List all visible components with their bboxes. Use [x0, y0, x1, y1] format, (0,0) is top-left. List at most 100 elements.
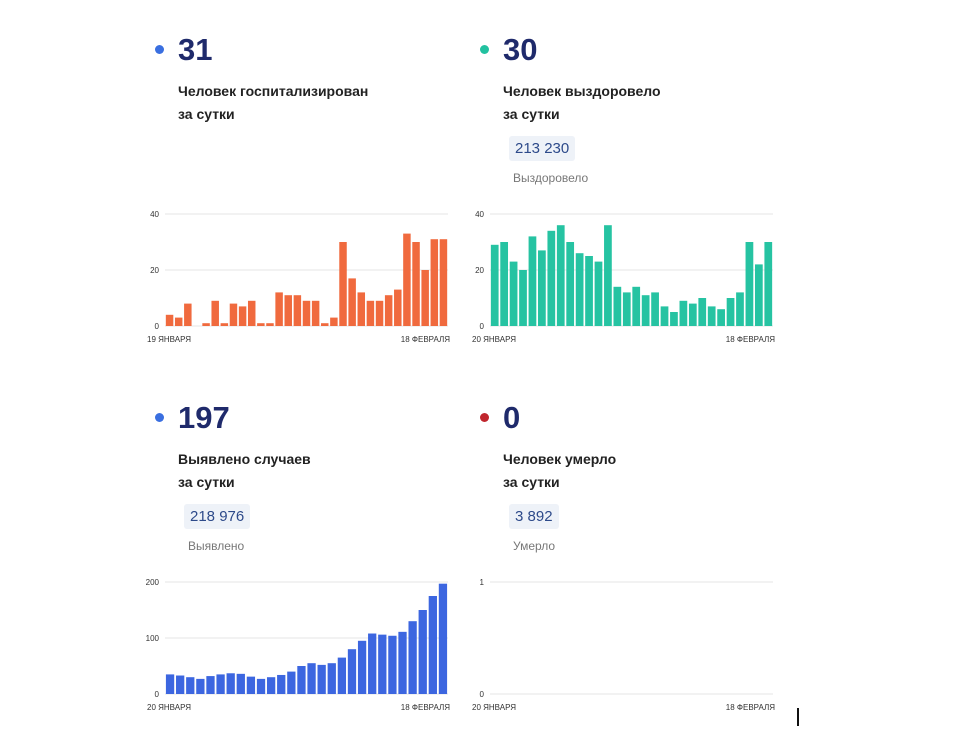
bar: [736, 292, 744, 326]
bar: [348, 278, 356, 326]
bar: [594, 261, 603, 326]
description-line-1: Человек выздоровело: [503, 83, 661, 99]
bar: [206, 676, 215, 694]
bar: [384, 295, 393, 326]
y-tick-label: 100: [146, 634, 160, 643]
y-tick-label: 1: [480, 578, 485, 587]
bar: [613, 286, 622, 326]
bar: [284, 295, 292, 326]
bar: [257, 323, 265, 326]
bar: [196, 678, 205, 694]
series-dot-icon: [480, 45, 489, 54]
cases-total: 218 976: [184, 504, 251, 529]
bar: [418, 610, 427, 694]
bar: [398, 631, 407, 694]
bar: [186, 677, 195, 694]
description-line-1: Человек умерло: [503, 451, 617, 467]
recovered-count: 30: [503, 32, 538, 67]
bar: [717, 309, 725, 326]
bar: [184, 303, 192, 326]
bar: [293, 295, 302, 326]
bar: [547, 230, 556, 326]
bar: [174, 317, 183, 326]
bar: [566, 242, 575, 326]
bar: [428, 596, 437, 694]
hospitalized-description: Человек госпитализирован за сутки: [178, 80, 438, 126]
bar: [622, 292, 631, 326]
bar: [366, 300, 375, 326]
bar: [216, 674, 225, 694]
panel-deaths: 0 Человек умерло за сутки 3 892 Умерло 0…: [465, 398, 785, 738]
cases-description: Выявлено случаев за сутки: [178, 448, 438, 494]
description-line-2: за сутки: [178, 474, 235, 490]
bar: [247, 300, 256, 326]
bar: [337, 657, 347, 694]
bar: [688, 303, 697, 326]
bar: [357, 640, 367, 694]
bar: [327, 663, 336, 694]
x-end-label: 18 ФЕВРАЛЯ: [726, 335, 775, 344]
y-tick-label: 40: [475, 210, 484, 219]
bar: [604, 225, 612, 326]
bar: [538, 250, 546, 326]
deaths-count: 0: [503, 400, 521, 435]
x-start-label: 20 ЯНВАРЯ: [472, 335, 516, 344]
bar: [165, 674, 175, 694]
x-end-label: 18 ФЕВРАЛЯ: [401, 335, 450, 344]
bar: [754, 264, 763, 326]
bar: [764, 242, 773, 326]
bar: [490, 244, 499, 326]
deaths-total-label: Умерло: [513, 539, 556, 553]
bar: [660, 306, 669, 326]
cases-total-label: Выявлено: [188, 539, 245, 553]
bar: [651, 292, 659, 326]
bar: [408, 621, 417, 694]
bar: [297, 666, 306, 694]
cases-chart: 0 100 200 20 ЯНВАРЯ 18 ФЕВРАЛЯ: [140, 578, 460, 718]
bar: [176, 675, 185, 694]
x-start-label: 19 ЯНВАРЯ: [147, 335, 191, 344]
description-line-1: Выявлено случаев: [178, 451, 311, 467]
bar: [707, 306, 716, 326]
chart-svg: 0 100 200 20 ЯНВАРЯ 18 ФЕВРАЛЯ: [146, 578, 451, 712]
bar: [378, 634, 387, 694]
bar: [275, 292, 283, 326]
bar: [226, 673, 235, 694]
bar: [347, 649, 357, 694]
bar: [302, 300, 311, 326]
panel-hospitalized: 31 Человек госпитализирован за сутки 0 20…: [140, 30, 460, 370]
bar: [438, 583, 448, 694]
description-line-1: Человек госпитализирован: [178, 83, 369, 99]
deaths-total: 3 892: [509, 504, 559, 529]
bar: [670, 312, 678, 326]
y-tick-label: 40: [150, 210, 159, 219]
bar: [330, 317, 338, 326]
bar: [412, 242, 420, 326]
bar: [307, 663, 316, 694]
bar: [266, 323, 274, 326]
recovered-total: 213 230: [509, 136, 576, 161]
bar: [394, 289, 402, 326]
bar: [528, 236, 537, 326]
y-tick-label: 20: [150, 266, 159, 275]
description-line-2: за сутки: [178, 106, 235, 122]
bar: [519, 270, 527, 326]
bar: [641, 295, 650, 326]
deaths-description: Человек умерло за сутки: [503, 448, 763, 494]
bar: [500, 242, 509, 326]
x-start-label: 20 ЯНВАРЯ: [472, 703, 516, 712]
bar: [317, 664, 326, 694]
y-tick-label: 0: [480, 690, 485, 699]
description-line-2: за сутки: [503, 106, 560, 122]
bar: [287, 671, 296, 694]
bar: [321, 323, 329, 326]
bar: [368, 633, 377, 694]
bar: [236, 673, 245, 694]
bar: [277, 674, 286, 694]
panel-recovered: 30 Человек выздоровело за сутки 213 230 …: [465, 30, 785, 370]
bar: [698, 298, 707, 326]
cases-count: 197: [178, 400, 230, 435]
series-dot-icon: [480, 413, 489, 422]
x-end-label: 18 ФЕВРАЛЯ: [726, 703, 775, 712]
bar: [556, 225, 565, 326]
